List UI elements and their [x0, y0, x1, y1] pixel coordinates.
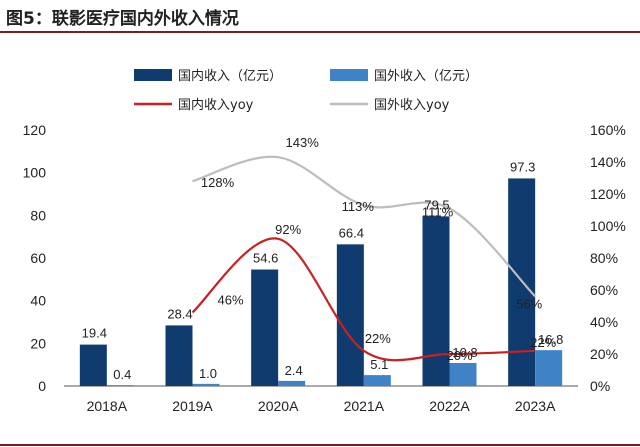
bar-value-label: 19.4	[82, 326, 107, 341]
figure-title: 图5：联影医疗国内外收入情况	[6, 9, 239, 29]
bar	[79, 344, 107, 386]
yoy-value-label: 92%	[275, 222, 301, 237]
bar	[422, 216, 450, 386]
yoy-value-label: 20%	[446, 348, 472, 363]
yoy-value-label: 143%	[286, 135, 320, 150]
yoy-line	[192, 155, 536, 298]
yoy-value-label: 113%	[342, 199, 375, 214]
y-right-tick-label: 120%	[590, 186, 626, 202]
bar	[449, 362, 477, 386]
legend-label: 国外收入yoy	[374, 98, 450, 113]
bar	[251, 269, 279, 386]
x-tick-label: 2020A	[258, 398, 299, 414]
y-left-tick-label: 20	[30, 335, 46, 351]
line-series	[191, 155, 536, 362]
x-tick-label: 2018A	[87, 398, 128, 414]
bar-value-label: 1.0	[199, 366, 217, 381]
x-tick-label: 2023A	[515, 398, 556, 414]
yoy-value-label: 111%	[422, 204, 454, 219]
yoy-value-label: 56%	[516, 296, 542, 311]
yoy-value-label: 128%	[201, 175, 235, 190]
bar-value-label: 5.1	[370, 357, 388, 372]
yoy-line	[191, 237, 536, 362]
bar-value-label: 10.8	[452, 345, 477, 360]
y-left-tick-label: 0	[38, 378, 46, 394]
chart-legend: 国内收入（亿元） 国外收入（亿元） 国内收入yoy 国外收入yoy	[134, 68, 478, 113]
data-labels: 19.4 28.4 54.6 66.4 79.5 97.3 0.4 1.0 2.4 5.1 10.8…	[82, 135, 564, 382]
legend-label: 国外收入（亿元）	[374, 69, 478, 84]
bar	[165, 325, 193, 386]
y-left-tick-label: 120	[23, 122, 47, 138]
y-right-tick-label: 80%	[590, 250, 618, 266]
y-right-tick-label: 60%	[590, 282, 618, 298]
title-divider	[0, 31, 640, 33]
bar-value-label: 97.3	[510, 159, 535, 174]
legend-label: 国内收入yoy	[178, 97, 254, 113]
y-left-tick-label: 40	[30, 293, 46, 309]
yoy-value-label: 46%	[217, 292, 243, 307]
legend-swatch	[330, 69, 368, 81]
bar-value-label: 16.8	[538, 332, 563, 347]
bar	[535, 350, 563, 386]
bar	[192, 383, 220, 386]
bottom-divider	[0, 444, 640, 446]
y-left-tick-label: 80	[30, 207, 46, 223]
y-right-tick-label: 140%	[590, 154, 626, 170]
y-right-tick-label: 100%	[590, 218, 626, 234]
legend-swatch	[134, 69, 172, 81]
bar-value-label: 54.6	[253, 251, 278, 266]
bar-value-label: 2.4	[285, 363, 303, 378]
bar-value-label: 66.4	[339, 225, 364, 240]
legend-label: 国内收入（亿元）	[178, 68, 282, 84]
y-left-tick-label: 100	[23, 165, 47, 181]
bar-value-label: 79.5	[424, 197, 449, 212]
bar-series	[79, 178, 563, 386]
x-tick-label: 2019A	[172, 398, 213, 414]
chart-axes: 0 20 40 60 80 100 120 0% 20% 40% 60% 80% 100% 120% 140…	[23, 122, 626, 414]
y-left-tick-label: 60	[30, 250, 46, 266]
bar-value-label: 0.4	[113, 367, 131, 382]
yoy-value-label: 22%	[365, 331, 391, 346]
x-tick-label: 2022A	[429, 398, 470, 414]
y-right-tick-label: 0%	[590, 378, 610, 394]
y-right-tick-label: 20%	[590, 346, 618, 362]
yoy-value-label: 22%	[530, 335, 556, 350]
bar	[336, 244, 364, 386]
y-right-tick-label: 160%	[590, 122, 626, 138]
bar	[106, 385, 134, 386]
bar	[278, 380, 306, 386]
x-tick-label: 2021A	[344, 398, 385, 414]
bar-value-label: 28.4	[167, 306, 192, 321]
y-right-tick-label: 40%	[590, 314, 618, 330]
bar	[363, 375, 391, 386]
